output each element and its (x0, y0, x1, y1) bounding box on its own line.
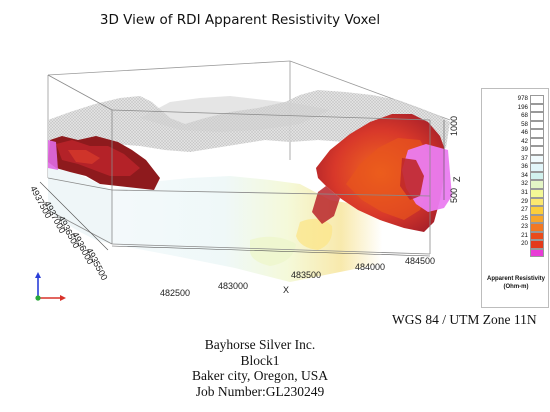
project-info-block: Bayhorse Silver Inc. Block1 Baker city, … (160, 337, 360, 399)
legend-swatch (530, 95, 544, 104)
legend-row: 58 (486, 120, 544, 130)
legend-class-label: 20 (521, 240, 528, 248)
legend-class-label: 34 (521, 171, 528, 179)
legend-class-label: 32 (521, 180, 528, 188)
legend-swatch (530, 171, 544, 181)
legend-class-label: 21 (521, 231, 528, 239)
legend-swatch (530, 240, 544, 249)
legend-row: 978 (486, 95, 544, 104)
orientation-triad (35, 272, 66, 301)
legend-title: Apparent Resistivity (Ohm-m) (482, 275, 550, 291)
x-axis-label: X (283, 285, 289, 295)
coordinate-system-label: WGS 84 / UTM Zone 11N (392, 312, 537, 327)
legend-row: 32 (486, 180, 544, 190)
legend-swatch (530, 112, 544, 121)
left-conductor-body (48, 136, 160, 190)
z-axis-label: Z (452, 176, 462, 182)
company-name: Bayhorse Silver Inc. (204, 337, 316, 352)
legend-swatch (530, 129, 544, 138)
legend-swatch (530, 120, 544, 130)
legend-swatch (530, 163, 544, 172)
legend-class-label: 46 (521, 129, 528, 137)
legend-row: 68 (486, 112, 544, 121)
legend-class-label: 23 (521, 223, 528, 231)
resistivity-legend: 978 196 68 58 46 42 39 37 36 34 32 31 29 27 25 23 21 20 A… (481, 88, 549, 308)
voxel-scene: 482500 483000 483500 484000 484500 X 493… (28, 60, 462, 301)
legend-class-label: 25 (521, 214, 528, 222)
legend-row: 36 (486, 163, 544, 172)
voxel-front-face (112, 176, 430, 282)
legend-class-label: 196 (517, 103, 528, 111)
legend-swatch (530, 189, 544, 198)
legend-class-label: 29 (521, 197, 528, 205)
legend-class-label: 31 (521, 189, 528, 197)
legend-swatch (530, 231, 544, 241)
legend-swatch (530, 137, 544, 147)
legend-row: 37 (486, 154, 544, 164)
legend-swatch (530, 103, 544, 113)
legend-row: 20 (486, 240, 544, 249)
legend-row: 46 (486, 129, 544, 138)
legend-swatch (530, 248, 544, 258)
legend-row (486, 248, 544, 258)
z-tick-label: 500 (449, 188, 459, 203)
legend-row: 39 (486, 146, 544, 155)
legend-class-label: 39 (521, 146, 528, 154)
x-axis: 482500 483000 483500 484000 484500 X (111, 245, 435, 298)
legend-class-label: 37 (521, 154, 528, 162)
x-tick-label: 484000 (355, 262, 385, 272)
legend-row: 196 (486, 103, 544, 113)
legend-title-unit: (Ohm-m) (503, 284, 529, 290)
legend-row: 42 (486, 137, 544, 147)
block-name: Block1 (240, 352, 280, 368)
legend-row: 21 (486, 231, 544, 241)
z-tick-label: 1000 (449, 116, 459, 136)
location-text: Baker city, Oregon, USA (192, 368, 328, 384)
legend-title-line: Apparent Resistivity (486, 276, 546, 282)
legend-swatch (530, 223, 544, 232)
x-tick-label: 482500 (160, 288, 190, 298)
legend-row: 29 (486, 197, 544, 207)
legend-row: 27 (486, 206, 544, 215)
legend-swatch (530, 154, 544, 164)
x-tick-label: 484500 (405, 256, 435, 266)
legend-class-label: 58 (521, 120, 528, 128)
legend-swatch (530, 146, 544, 155)
legend-class-label: 36 (521, 163, 528, 171)
legend-row: 23 (486, 223, 544, 232)
legend-swatch (530, 197, 544, 207)
legend-class-label: 27 (521, 206, 528, 214)
legend-swatch (530, 214, 544, 224)
x-tick-label: 483500 (291, 270, 321, 280)
job-number: Job Number:GL230249 (195, 383, 325, 399)
legend-row: 25 (486, 214, 544, 224)
legend-swatch (530, 206, 544, 215)
legend-row: 34 (486, 171, 544, 181)
figure-title: 3D View of RDI Apparent Resistivity Voxe… (99, 12, 381, 28)
legend-class-label: 68 (521, 112, 528, 120)
x-tick-label: 483000 (218, 281, 248, 291)
low-moderate-zone (250, 236, 296, 266)
legend-row: 31 (486, 189, 544, 198)
legend-class-label: 42 (521, 137, 528, 145)
moderate-resistivity-zone (296, 218, 333, 250)
legend-class-label: 978 (517, 95, 528, 102)
legend-rows: 978 196 68 58 46 42 39 37 36 34 32 31 29 27 25 23 21 20 (486, 95, 544, 258)
bounding-box-front (47, 74, 431, 255)
right-conductor-body (312, 114, 452, 232)
legend-swatch (530, 180, 544, 190)
z-axis: 500 1000 Z (443, 116, 462, 203)
